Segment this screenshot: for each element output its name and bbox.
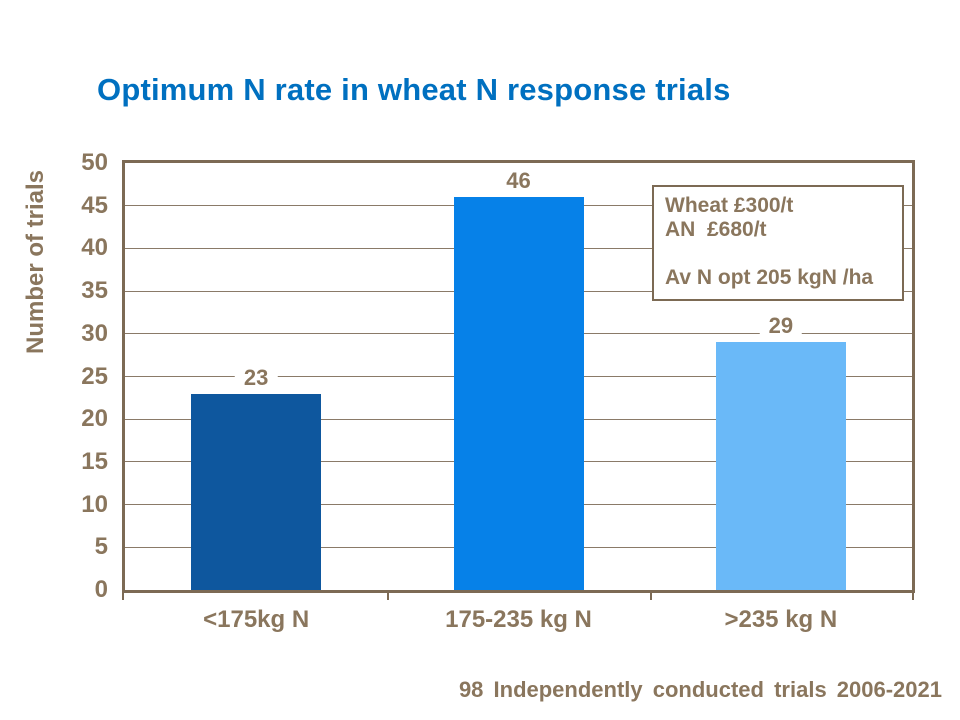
bar->235 kg N	[715, 342, 846, 590]
x-tick-label: <175kg N	[203, 606, 310, 633]
y-tick-label: 50	[81, 149, 108, 176]
y-tick-label: 45	[81, 191, 108, 219]
annotation-box: Wheat £300/t AN £680/t Av N opt 205 kgN …	[652, 185, 904, 301]
footer-note: 98 Independently conducted trials 2006-2…	[458, 677, 942, 702]
y-tick-label: 10	[81, 490, 108, 518]
bar-175-235 kg N	[453, 197, 584, 590]
y-tick-label: 40	[81, 234, 108, 262]
bar-value-label: 46	[497, 169, 540, 194]
y-tick-label: 0	[94, 576, 108, 603]
x-axis-tick	[387, 593, 390, 600]
y-tick-label: 15	[81, 447, 108, 475]
x-tick-label: 175-235 kg N	[445, 606, 592, 633]
annotation-line-wheat-price: Wheat £300/t	[665, 194, 794, 217]
x-tick-label: >235 kg N	[724, 606, 838, 633]
y-tick-label: 30	[81, 319, 108, 347]
bar-value-label: 23	[234, 365, 278, 390]
y-tick-label: 35	[81, 277, 108, 305]
annotation-line-spacer	[665, 242, 892, 266]
x-axis-tick	[912, 593, 914, 600]
bar-<175kg N	[191, 393, 322, 590]
x-axis-tick	[649, 593, 652, 600]
chart-title: Optimum N rate in wheat N response trial…	[97, 72, 731, 107]
annotation-line-an-price: AN £680/t	[665, 218, 767, 241]
y-tick-label: 25	[81, 362, 108, 390]
bar-value-label: 29	[759, 314, 803, 339]
annotation-line-av-n-opt: Av N opt 205 kgN /ha	[665, 266, 874, 289]
y-tick-label: 20	[81, 405, 108, 433]
x-axis-tick	[122, 593, 124, 600]
y-tick-label: 5	[94, 533, 108, 561]
